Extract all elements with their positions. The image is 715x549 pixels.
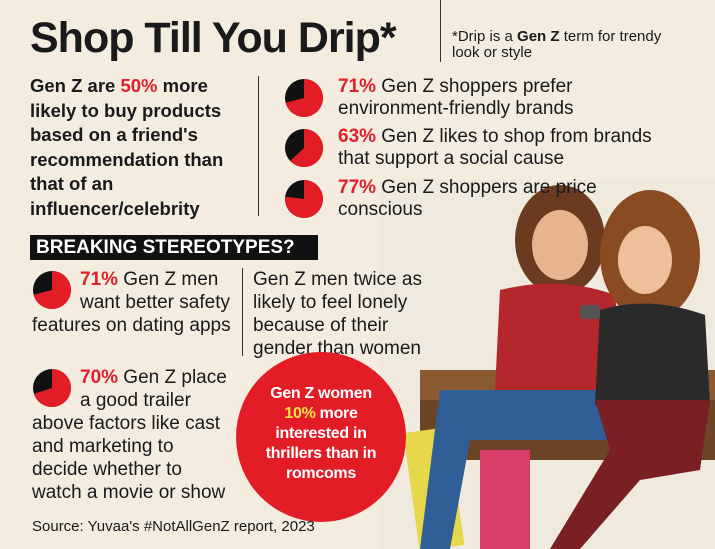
pie-icon [33, 271, 71, 309]
footnote-text: *Drip is a [452, 28, 518, 45]
callout-text: more interested in thrillers than in rom… [265, 405, 377, 482]
section-title: BREAKING STEREOTYPES? [30, 235, 318, 260]
stat: 77% Gen Z shoppers are price conscious [284, 177, 684, 223]
stereotype-text: Gen Z men want better safety features on… [32, 269, 231, 336]
stat-label: 71% [338, 76, 377, 97]
stereotype-text: Gen Z place a good trailer above factors… [32, 367, 227, 503]
stereotype: 70% Gen Z place a good trailer above fac… [32, 366, 232, 504]
stat-body: Gen Z shoppers are price conscious [338, 177, 597, 220]
stat-text: 71% Gen Z shoppers prefer environment-fr… [338, 76, 668, 120]
stereotype: 71% Gen Z men want better safety feature… [32, 268, 237, 337]
divider [258, 76, 259, 216]
stereotype-label: 70% [80, 367, 119, 388]
callout-text: Gen Z women [270, 385, 372, 402]
stereotype: Gen Z men twice as likely to feel lonely… [253, 269, 422, 359]
stat-text: 77% Gen Z shoppers are price conscious [338, 177, 668, 221]
stat: 71% Gen Z shoppers prefer environment-fr… [284, 76, 684, 122]
intro: Gen Z are 50% more likely to buy product… [30, 74, 255, 221]
stat-body: Gen Z shoppers prefer environment-friend… [338, 76, 574, 119]
stat-text: 63% Gen Z likes to shop from brands that… [338, 126, 668, 170]
intro-text: Gen Z are [30, 75, 121, 96]
divider [242, 268, 243, 356]
stat-body: Gen Z likes to shop from brands that sup… [338, 126, 652, 169]
pie-slice [285, 79, 323, 117]
pie-icon [285, 79, 323, 117]
source: Source: Yuvaa's #NotAllGenZ report, 2023 [32, 518, 315, 535]
pie-icon [285, 180, 323, 218]
footnote: *Drip is a Gen Z term for trendy look or… [452, 29, 692, 61]
title: Shop Till You Drip* [30, 14, 397, 62]
stereotype-label: 71% [80, 269, 119, 290]
pie-slice [33, 271, 71, 309]
pie-slice [290, 129, 323, 167]
pie-slice [33, 369, 71, 407]
footnote-text: term for trendy look or style [452, 28, 662, 61]
pie-icon [33, 369, 71, 407]
divider [440, 0, 441, 62]
footnote-bold: Gen Z [517, 28, 560, 45]
pie-slice [285, 180, 323, 218]
intro-highlight: 50% [120, 75, 158, 96]
callout: Gen Z women 10% more interested in thrill… [236, 352, 406, 522]
callout-highlight: 10% [284, 405, 316, 422]
pie-icon [285, 129, 323, 167]
stat-label: 77% [338, 177, 377, 198]
stat-label: 63% [338, 126, 377, 147]
photo [380, 180, 715, 549]
intro-text: more likely to buy products based on a f… [30, 75, 224, 219]
stat: 63% Gen Z likes to shop from brands that… [284, 126, 684, 172]
